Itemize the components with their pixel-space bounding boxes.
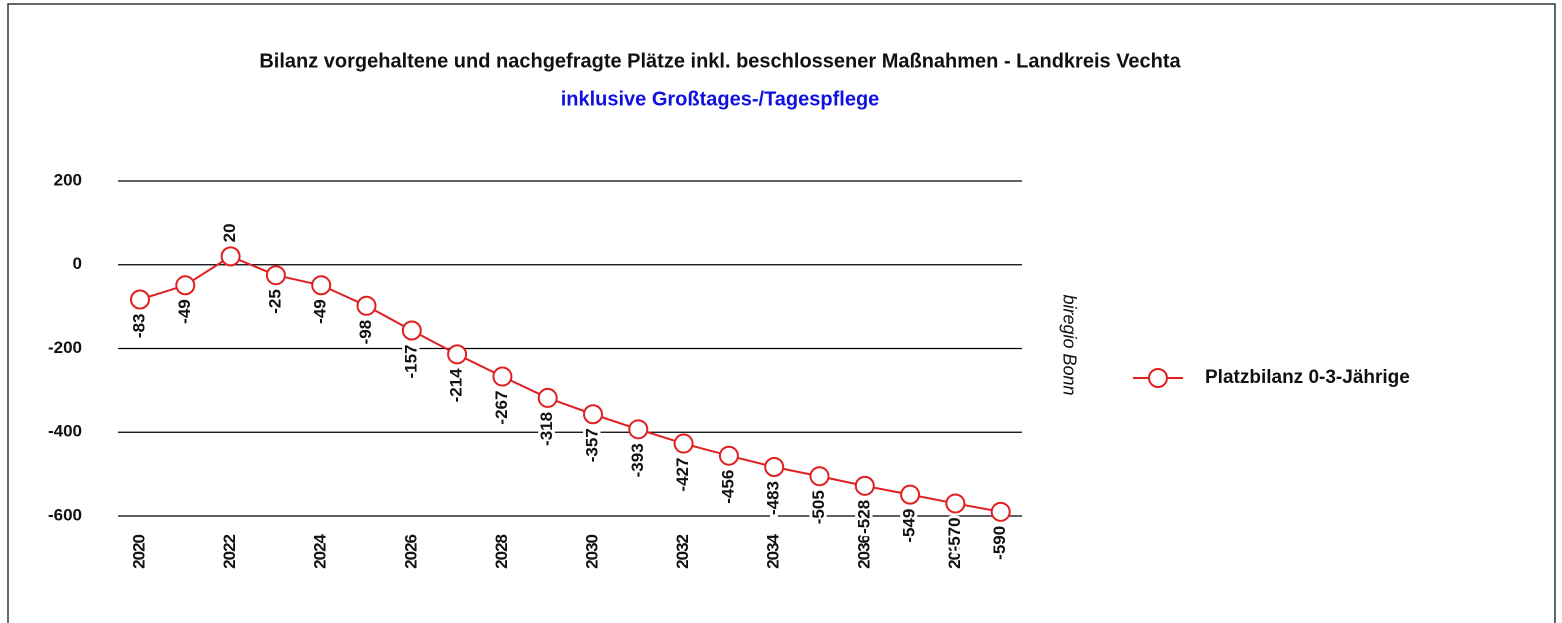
data-point — [175, 275, 196, 296]
data-label: -456 — [718, 470, 737, 504]
data-point — [492, 366, 513, 387]
data-point — [220, 246, 241, 267]
x-tick-label: 2022 — [220, 534, 239, 568]
x-tick-label: 2032 — [673, 534, 692, 568]
y-tick-label: -600 — [48, 505, 82, 524]
frame — [7, 3, 1556, 623]
data-label: -357 — [582, 428, 601, 462]
chart-title: Bilanz vorgehaltene und nachgefragte Plä… — [259, 50, 1181, 72]
data-point — [764, 457, 785, 478]
data-point — [130, 289, 150, 310]
data-point — [583, 404, 603, 425]
data-point — [311, 275, 332, 296]
x-tick-label: 2034 — [764, 533, 783, 568]
source-note: biregio Bonn — [1059, 294, 1079, 395]
y-tick-label: 200 — [54, 170, 82, 189]
data-label: -483 — [764, 481, 783, 515]
data-point — [537, 387, 558, 408]
data-label: 20 — [220, 223, 239, 242]
data-label: -590 — [990, 526, 1009, 560]
data-point — [673, 433, 694, 454]
x-tick-label: 2038 — [945, 534, 964, 568]
data-point — [854, 475, 875, 496]
data-point — [628, 419, 649, 440]
data-point — [990, 501, 1011, 522]
data-label: -505 — [809, 490, 828, 524]
data-point — [900, 484, 921, 505]
data-label: -157 — [401, 344, 420, 378]
x-tick-label: 2020 — [129, 534, 148, 568]
x-tick-label: 2024 — [311, 533, 330, 568]
data-label: -549 — [900, 509, 919, 543]
y-tick-label: -200 — [48, 338, 82, 357]
x-tick-label: 2028 — [492, 534, 511, 568]
data-label: -83 — [129, 314, 148, 339]
data-label: -570 — [945, 517, 964, 551]
y-tick-label: 0 — [73, 254, 82, 273]
data-point — [809, 466, 830, 487]
x-tick-label: 2026 — [401, 534, 420, 568]
data-point — [356, 295, 377, 316]
data-point — [718, 445, 739, 466]
legend-label: Platzbilanz 0-3-Jährige — [1205, 367, 1410, 388]
data-label: -318 — [537, 412, 556, 446]
data-label: -528 — [854, 500, 873, 534]
data-label: -49 — [175, 299, 194, 324]
x-tick-label: 2030 — [582, 534, 601, 568]
legend-marker — [1148, 368, 1168, 388]
data-label: -214 — [447, 368, 466, 403]
data-label: -267 — [492, 391, 511, 425]
data-label: -427 — [673, 458, 692, 492]
data-label: -25 — [265, 289, 284, 314]
data-label: -49 — [311, 299, 330, 324]
data-point — [945, 493, 966, 514]
chart-subtitle: inklusive Großtages-/Tagespflege — [561, 88, 880, 110]
data-point — [447, 344, 468, 365]
data-label: -393 — [628, 443, 647, 477]
data-label: -98 — [356, 320, 375, 345]
data-point — [265, 265, 286, 286]
data-point — [401, 320, 422, 341]
y-tick-label: -400 — [48, 422, 82, 441]
x-tick-label: 2036 — [854, 534, 873, 568]
